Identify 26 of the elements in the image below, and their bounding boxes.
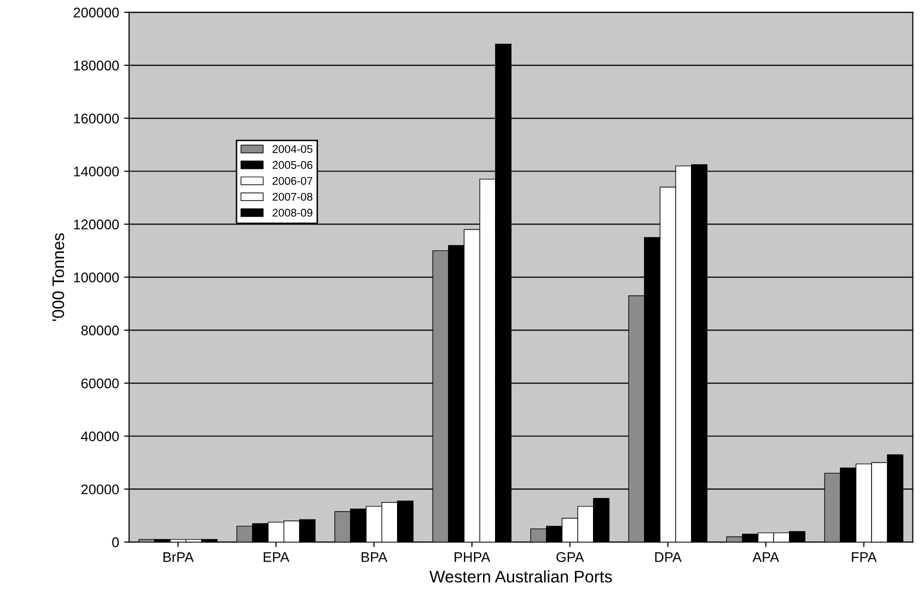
y-tick-label: 180000 [74, 60, 119, 70]
y-tick-label: 200000 [74, 8, 119, 18]
x-axis-title: Western Australian Ports [429, 570, 612, 583]
x-tick-label: EPA [264, 552, 290, 562]
x-tick-label: GPA [556, 552, 584, 562]
x-tick-label: APA [752, 552, 780, 562]
y-tick-label: 20000 [81, 484, 119, 494]
x-tick-label: FPA [852, 552, 877, 562]
y-tick-label: 80000 [81, 326, 119, 336]
x-tick-label: BPA [362, 552, 388, 562]
y-tick-label: 100000 [74, 272, 119, 282]
legend-label: 2008-09 [272, 208, 312, 217]
y-tick-label: 160000 [74, 114, 119, 124]
legend-label: 2005-06 [272, 161, 312, 169]
x-tick-label: PHPA [454, 552, 490, 562]
y-tick-label: 0 [112, 537, 119, 548]
y-tick-label: 40000 [81, 431, 119, 442]
legend-label: 2006-07 [272, 176, 312, 185]
y-tick-label: 140000 [74, 166, 119, 176]
legend-label: 2004-05 [272, 145, 312, 153]
x-tick-label: BrPA [164, 552, 194, 562]
y-axis-title: '000 Tonnes [52, 233, 64, 321]
x-tick-label: DPA [655, 552, 682, 562]
legend-label: 2007-08 [272, 192, 312, 201]
y-tick-label: 120000 [74, 220, 119, 230]
y-tick-label: 60000 [81, 378, 119, 388]
